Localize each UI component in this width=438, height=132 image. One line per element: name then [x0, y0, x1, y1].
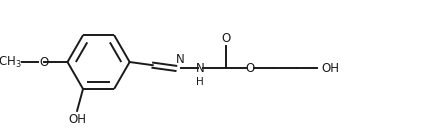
Text: CH$_3$: CH$_3$: [0, 55, 22, 70]
Text: O: O: [245, 62, 254, 75]
Text: N: N: [176, 53, 185, 66]
Text: O: O: [221, 32, 230, 45]
Text: O: O: [39, 56, 48, 69]
Text: OH: OH: [321, 62, 339, 75]
Text: OH: OH: [68, 113, 86, 126]
Text: N: N: [195, 62, 204, 75]
Text: H: H: [196, 77, 204, 87]
